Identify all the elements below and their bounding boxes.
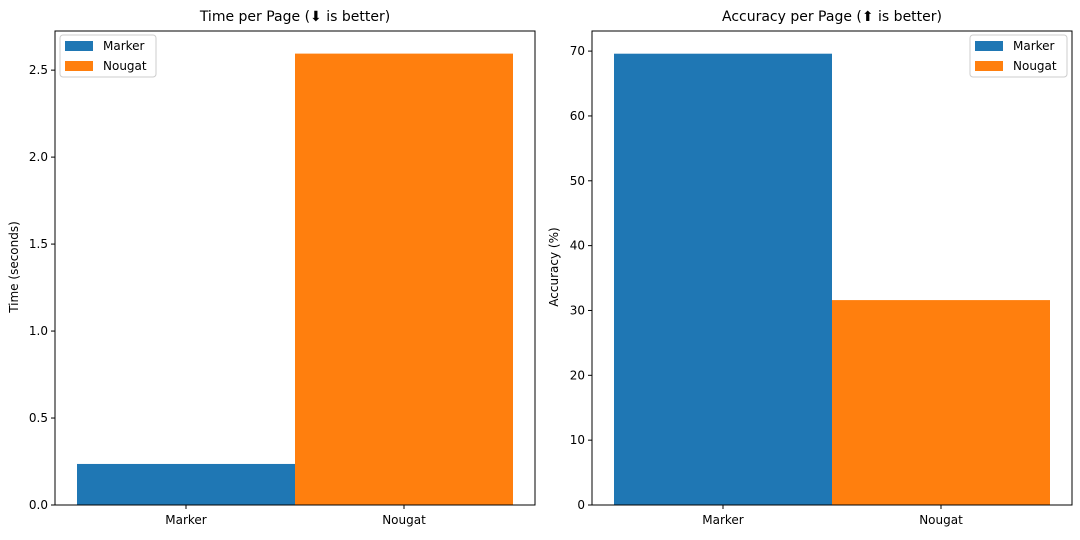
accuracy-chart-ytick-label: 60 xyxy=(570,109,585,123)
accuracy-chart-ytick-label: 20 xyxy=(570,368,585,382)
accuracy-chart-ytick-label: 70 xyxy=(570,44,585,58)
legend-swatch-nougat xyxy=(975,61,1003,71)
time-chart-ytick-label: 1.5 xyxy=(29,237,48,251)
accuracy-chart-panel: Accuracy per Page (⬆ is better) Accuracy… xyxy=(547,9,1073,527)
time-chart-ytick-label: 2.0 xyxy=(29,150,48,164)
accuracy-chart-xtick-label: Marker xyxy=(702,513,744,527)
accuracy-chart-bar-nougat xyxy=(832,300,1050,505)
time-chart-title: Time per Page (⬇ is better) xyxy=(199,9,390,25)
time-chart-legend: Marker Nougat xyxy=(59,34,157,78)
accuracy-chart-ytick-label: 10 xyxy=(570,433,585,447)
time-chart-xtick-label: Marker xyxy=(165,513,207,527)
accuracy-chart-frame xyxy=(591,30,1073,506)
legend-label-nougat: Nougat xyxy=(1013,59,1057,73)
time-chart-panel: Time per Page (⬇ is better) Time (second… xyxy=(7,9,536,527)
accuracy-chart-marks: 0 10 20 30 40 50 60 70 Marker Nougat xyxy=(570,44,1050,527)
accuracy-chart-ytick-label: 30 xyxy=(570,303,585,317)
time-chart-ylabel: Time (seconds) xyxy=(7,221,21,314)
time-chart-ytick-label: 0.0 xyxy=(29,498,48,512)
legend-label-marker: Marker xyxy=(103,39,145,53)
time-chart-bar-nougat xyxy=(295,53,513,505)
time-chart-xtick-label: Nougat xyxy=(382,513,426,527)
accuracy-chart-xtick-label: Nougat xyxy=(919,513,963,527)
legend-swatch-marker xyxy=(975,41,1003,51)
time-chart-ytick-label: 1.0 xyxy=(29,324,48,338)
legend-label-marker: Marker xyxy=(1013,39,1055,53)
accuracy-chart-ytick-label: 50 xyxy=(570,174,585,188)
accuracy-chart-title: Accuracy per Page (⬆ is better) xyxy=(722,9,942,25)
time-chart-marks: 0.0 0.5 1.0 1.5 2.0 2.5 Marker Nougat xyxy=(29,53,513,527)
legend-swatch-marker xyxy=(65,41,93,51)
accuracy-chart-ytick-label: 0 xyxy=(577,498,585,512)
legend-label-nougat: Nougat xyxy=(103,59,147,73)
time-chart-ytick-label: 0.5 xyxy=(29,411,48,425)
time-chart-bar-marker xyxy=(77,463,295,505)
time-chart-ytick-label: 2.5 xyxy=(29,63,48,77)
accuracy-chart-ylabel: Accuracy (%) xyxy=(547,227,561,306)
time-chart-frame xyxy=(54,30,536,506)
accuracy-chart-bar-marker xyxy=(614,53,832,505)
accuracy-chart-legend: Marker Nougat xyxy=(969,34,1068,78)
legend-swatch-nougat xyxy=(65,61,93,71)
accuracy-chart-ytick-label: 40 xyxy=(570,239,585,253)
